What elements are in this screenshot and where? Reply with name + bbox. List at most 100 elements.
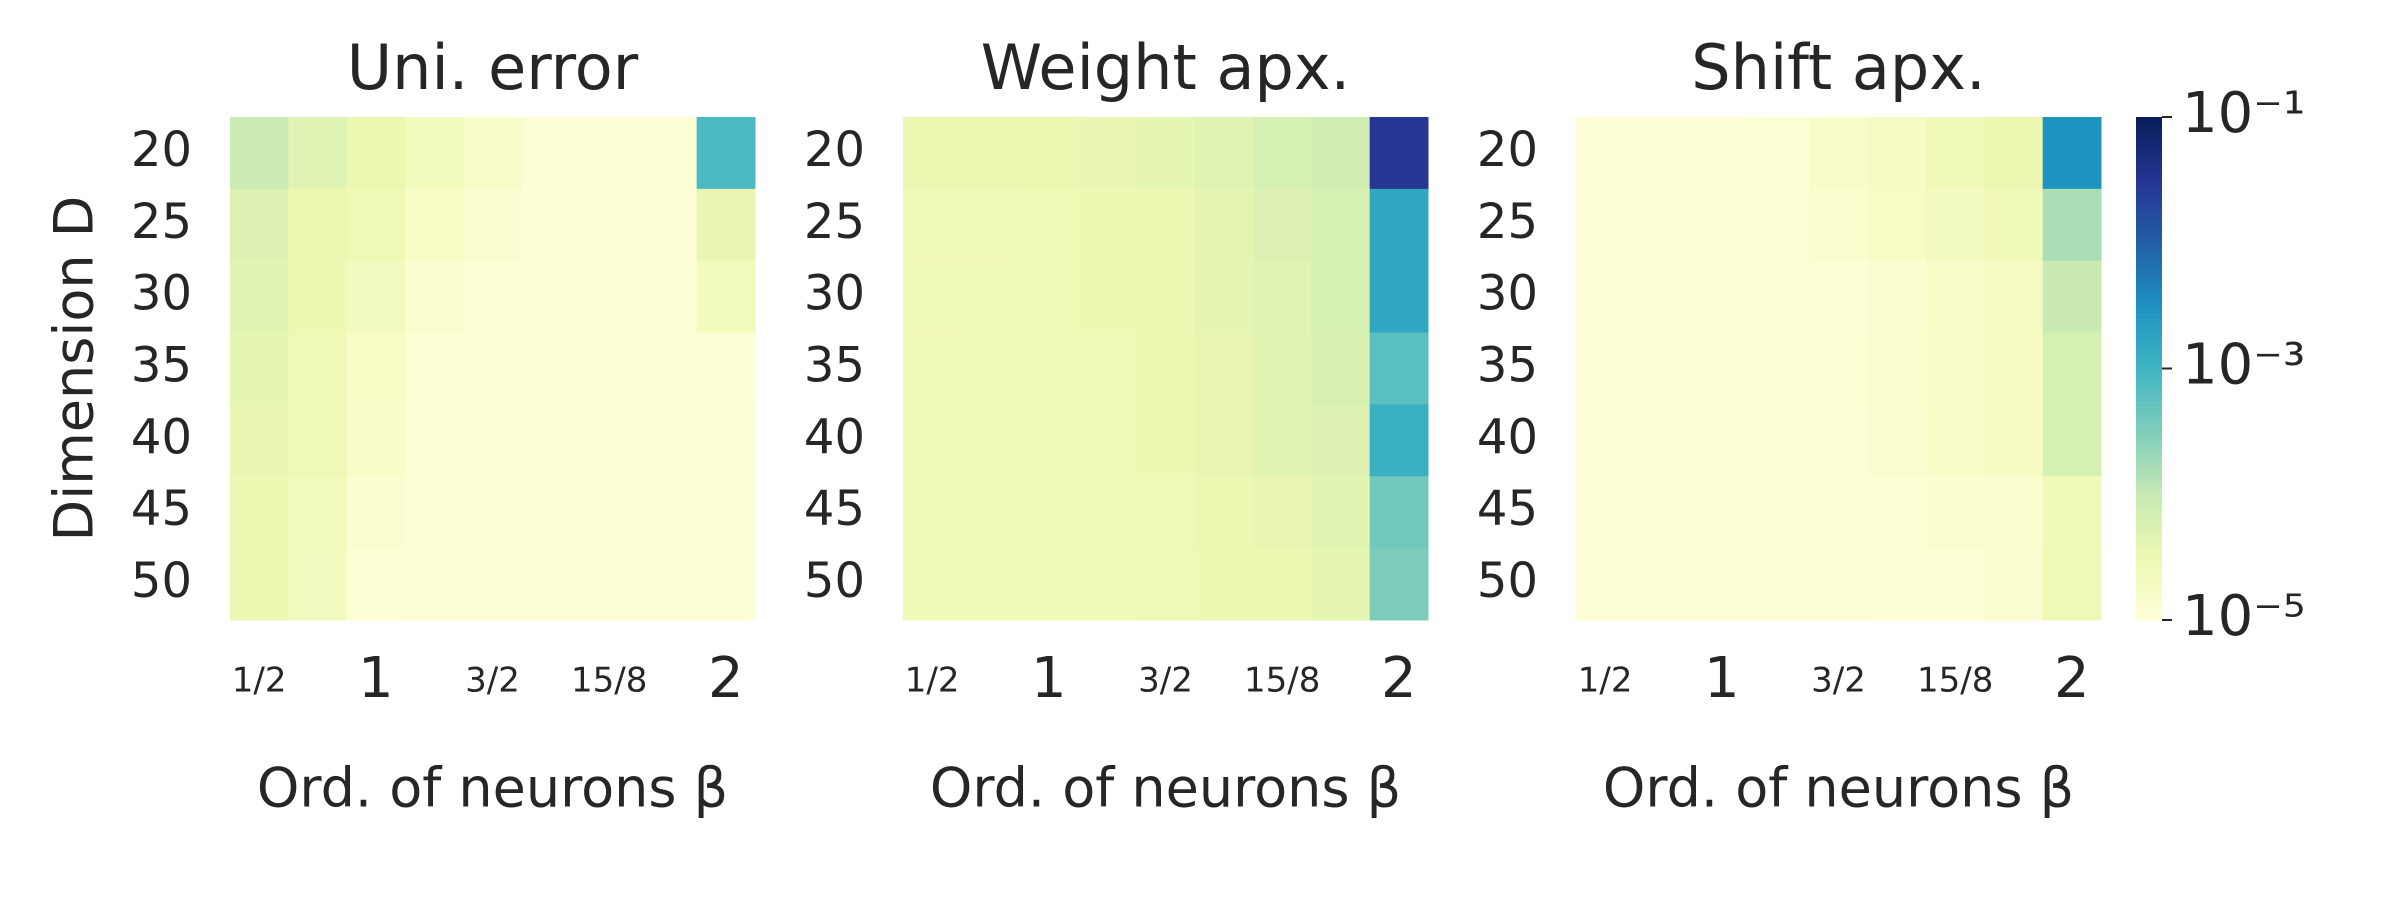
colorbar-segment [2136,469,2162,474]
colorbar-segment [2136,473,2162,478]
heatmap-cell [1926,117,1985,190]
colorbar-segment [2136,582,2162,587]
heatmap-cell [1984,117,2044,190]
heatmap-cell [1311,404,1371,477]
colorbar-segment [2136,515,2162,520]
y-tick-label: 30 [1477,266,1538,322]
colorbar-segment [2136,611,2162,617]
colorbar-segment [2136,196,2162,202]
colorbar-segment [2136,511,2162,516]
colorbar-segment [2136,259,2162,265]
heatmap-cell [346,117,406,190]
colorbar-segment [2136,599,2162,604]
heatmap-cell [463,117,523,190]
colorbar-segment [2136,523,2162,529]
colorbar-segment [2136,477,2162,483]
heatmap-cell [521,117,581,190]
colorbar-segment [2136,343,2162,349]
heatmap-cell [638,404,698,477]
heatmap-cell [580,332,639,405]
colorbar-segment [2136,393,2162,399]
colorbar-segment [2136,305,2162,311]
heatmap-cell [346,332,406,405]
colorbar-segment [2136,117,2162,122]
colorbar-segment [2136,540,2162,546]
heatmap-cell [463,188,523,262]
heatmap-cell [288,117,348,190]
colorbar-segment [2136,410,2162,416]
colorbar-segment [2136,557,2162,562]
colorbar-segment [2136,351,2162,357]
colorbar-segment [2136,439,2162,445]
heatmap-cell [1926,548,1985,621]
heatmap-cell [521,332,581,405]
heatmap-cell [580,260,639,334]
colorbar-segment [2136,452,2162,458]
colorbar-segment [2136,402,2162,407]
y-tick-label: 20 [1477,122,1538,178]
heatmap-cell [696,117,756,190]
y-tick-label: 20 [131,122,192,178]
colorbar-segment [2136,573,2162,579]
colorbar-segment [2136,284,2162,290]
heatmap-cell [521,476,581,549]
colorbar-segment [2136,565,2162,571]
heatmap-cell [1136,548,1196,621]
colorbar-segment [2136,251,2162,256]
x-axis-label: Ord. of neurons β [1603,757,2074,820]
colorbar-segment [2136,389,2162,395]
heatmap-cell [230,476,289,549]
heatmap-cell [2042,117,2102,190]
y-tick-label: 50 [1477,553,1538,609]
y-tick-label: 50 [804,553,865,609]
y-tick-label: 30 [804,266,865,322]
heatmap-cell [288,188,348,262]
heatmap-cell [463,404,523,477]
colorbar-tick-label: 10⁻¹ [2182,81,2305,146]
heatmap-cell [1369,404,1429,477]
colorbar-segment [2136,322,2162,328]
heatmap-cell [1253,548,1312,621]
x-tick-label: 15/8 [571,661,647,701]
heatmap-cell [346,260,406,334]
colorbar-segment [2136,435,2162,441]
heatmap-cell [2042,188,2102,262]
colorbar-segment [2136,217,2162,223]
heatmap-cell [1576,548,1635,621]
heatmap-cell [903,117,962,190]
colorbar-segment [2136,460,2162,466]
colorbar-segment [2136,548,2162,554]
x-tick-label: 1 [358,646,394,711]
heatmap-cell [1136,188,1196,262]
heatmap-cell [1369,117,1429,190]
heatmap-cell [1809,476,1869,549]
colorbar-segment [2136,121,2162,126]
y-tick-label: 40 [1477,409,1538,465]
colorbar-segment [2136,288,2162,294]
heatmap-cell [961,548,1021,621]
heatmap-cell [1867,476,1927,549]
colorbar-segment [2136,167,2162,172]
heatmap-cell [1984,476,2044,549]
y-tick-label: 45 [1477,481,1538,537]
heatmap-cell [1311,548,1371,621]
heatmap-cell [1078,332,1137,405]
heatmap-cell [1194,260,1254,334]
colorbar-segment [2136,456,2162,462]
colorbar-segment [2136,615,2162,621]
colorbar-segment [2136,150,2162,156]
heatmap-cell [1311,117,1371,190]
heatmap-cell [1926,476,1985,549]
heatmap-cell [230,548,289,621]
panel-title: Shift apx. [1691,31,1985,104]
x-tick-label: 15/8 [1244,661,1320,701]
x-tick-label: 1 [1031,646,1067,711]
heatmap-cell [463,476,523,549]
heatmap-cell [1809,260,1869,334]
colorbar-segment [2136,506,2162,512]
heatmap-cell [1809,332,1869,405]
colorbar-segment [2136,544,2162,550]
x-tick-label: 3/2 [1138,661,1193,701]
colorbar-segment [2136,372,2162,378]
heatmap-cell [1751,117,1810,190]
